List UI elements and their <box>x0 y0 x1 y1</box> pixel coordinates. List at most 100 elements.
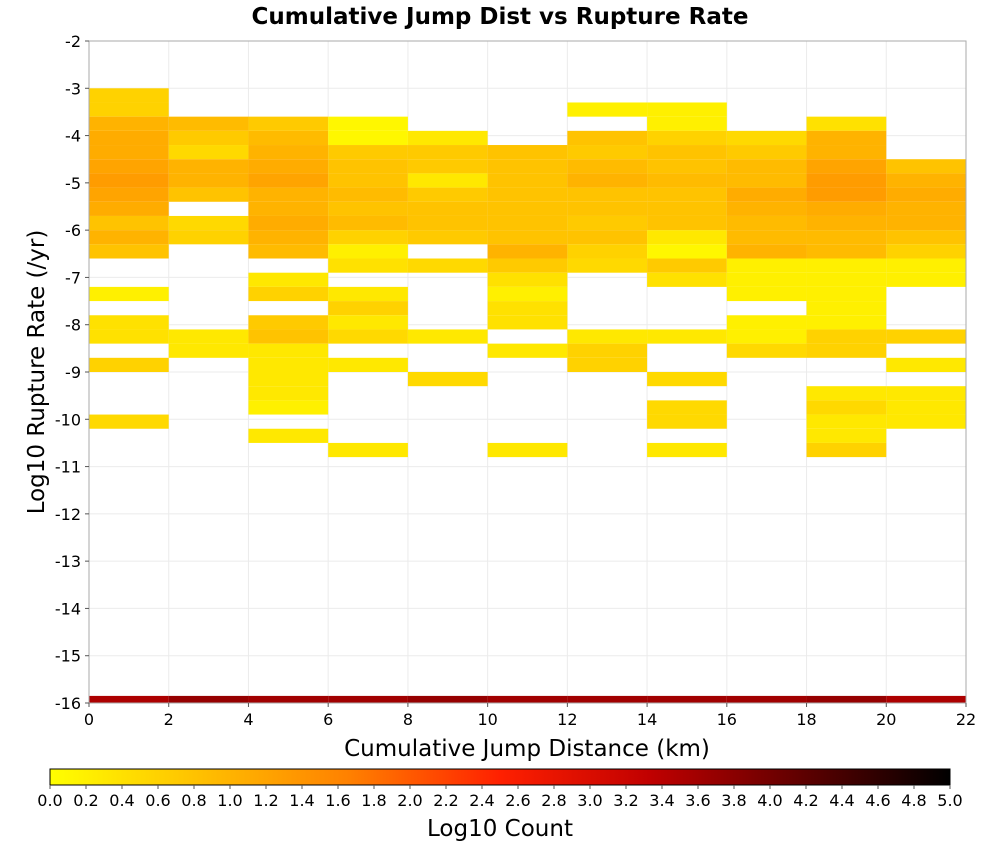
heatmap-cell <box>407 187 488 202</box>
heatmap-cell <box>168 130 249 146</box>
heatmap-cell <box>726 230 807 245</box>
x-axis-title: Cumulative Jump Distance (km) <box>344 736 710 762</box>
heatmap-cell <box>886 230 966 245</box>
y-tick-label: -11 <box>55 458 81 477</box>
colorbar-tick-label: 2.6 <box>505 791 530 810</box>
heatmap-cell <box>328 116 408 131</box>
colorbar-tick-label: 3.2 <box>613 791 638 810</box>
chart-title: Cumulative Jump Dist vs Rupture Rate <box>252 4 749 30</box>
heatmap-cell <box>89 201 169 216</box>
heatmap-cell <box>248 315 329 330</box>
heatmap-cell <box>726 286 807 302</box>
heatmap-cell <box>89 230 169 245</box>
heatmap-cell <box>886 414 966 429</box>
heatmap-cell <box>647 258 727 273</box>
heatmap-cell <box>647 244 727 259</box>
heatmap-cell <box>487 230 568 245</box>
colorbar-tick-label: 1.2 <box>253 791 278 810</box>
heatmap-cell <box>567 201 648 216</box>
heatmap-cell <box>806 301 887 316</box>
y-tick-label: -6 <box>65 221 81 240</box>
colorbar-tick-label: 3.4 <box>649 791 674 810</box>
colorbar-tick-label: 0.6 <box>145 791 170 810</box>
heatmap-cell <box>886 187 966 202</box>
heatmap-cell <box>248 159 329 174</box>
heatmap-cell <box>487 201 568 216</box>
heatmap-cell <box>89 187 169 202</box>
heatmap-cell <box>806 159 887 174</box>
heatmap-cell <box>248 400 329 415</box>
heatmap-cell <box>806 116 887 131</box>
y-tick-label: -9 <box>65 363 81 382</box>
heatmap-cell <box>806 386 887 401</box>
heatmap-cell <box>328 159 408 174</box>
heatmap-cell <box>806 442 887 458</box>
heatmap-cell <box>726 130 807 146</box>
heatmap-cell <box>567 173 648 188</box>
heatmap-cell <box>407 372 488 387</box>
heatmap-cell <box>726 244 807 259</box>
heatmap-cell <box>487 173 568 188</box>
heatmap-cell <box>328 201 408 216</box>
heatmap-cell <box>806 414 887 429</box>
heatmap-cell <box>487 258 568 273</box>
heatmap-cell <box>567 258 648 273</box>
heatmap-cell <box>328 130 408 146</box>
heatmap-cell <box>89 102 169 117</box>
colorbar-tick-label: 2.8 <box>541 791 566 810</box>
heatmap-cell <box>89 244 169 259</box>
heatmap-cell <box>647 215 727 231</box>
heatmap-cell <box>806 272 887 287</box>
y-tick-label: -7 <box>65 268 81 287</box>
heatmap-cell <box>168 159 249 174</box>
heatmap-cell-bottom-row <box>647 695 727 703</box>
y-tick-label: -16 <box>55 694 81 713</box>
heatmap-cell <box>886 258 966 273</box>
colorbar-tick-label: 1.8 <box>361 791 386 810</box>
heatmap-cell <box>806 315 887 330</box>
heatmap-cell <box>328 145 408 160</box>
heatmap-cell <box>328 286 408 302</box>
colorbar-tick-label: 3.6 <box>685 791 710 810</box>
heatmap-cell <box>487 442 568 458</box>
heatmap-cell <box>886 272 966 287</box>
heatmap-cell <box>89 159 169 174</box>
heatmap-cell <box>487 315 568 330</box>
heatmap-cell <box>726 215 807 231</box>
heatmap-cell <box>886 173 966 188</box>
heatmap-cell <box>248 145 329 160</box>
heatmap-cell <box>806 258 887 273</box>
heatmap-cell <box>407 258 488 273</box>
colorbar-tick-label: 0.2 <box>73 791 98 810</box>
colorbar-tick-label: 1.4 <box>289 791 314 810</box>
heatmap-cell <box>407 201 488 216</box>
colorbar-title: Log10 Count <box>427 816 573 842</box>
heatmap-cell <box>487 286 568 302</box>
heatmap-cell <box>487 187 568 202</box>
x-tick-label: 8 <box>403 710 413 729</box>
heatmap-cell <box>248 343 329 358</box>
heatmap-cell <box>567 215 648 231</box>
y-tick-label: -8 <box>65 316 81 335</box>
heatmap-cell <box>328 230 408 245</box>
heatmap-cell <box>647 329 727 344</box>
heatmap-cell <box>89 286 169 302</box>
colorbar-tick-label: 4.0 <box>757 791 782 810</box>
heatmap-cell <box>248 116 329 131</box>
heatmap-cell <box>407 145 488 160</box>
heatmap-cell <box>647 159 727 174</box>
heatmap-cell <box>407 230 488 245</box>
x-tick-label: 14 <box>637 710 657 729</box>
heatmap-cell <box>567 159 648 174</box>
heatmap-cell-bottom-row <box>89 695 169 703</box>
heatmap-cell-bottom-row <box>726 695 807 703</box>
heatmap-cell <box>806 130 887 146</box>
colorbar-tick-label: 4.2 <box>793 791 818 810</box>
heatmap-cell <box>567 329 648 344</box>
y-tick-label: -15 <box>55 647 81 666</box>
x-tick-label: 0 <box>84 710 94 729</box>
heatmap-cell <box>248 329 329 344</box>
heatmap-cell <box>647 201 727 216</box>
colorbar-tick-label: 3.0 <box>577 791 602 810</box>
heatmap-cell <box>647 116 727 131</box>
